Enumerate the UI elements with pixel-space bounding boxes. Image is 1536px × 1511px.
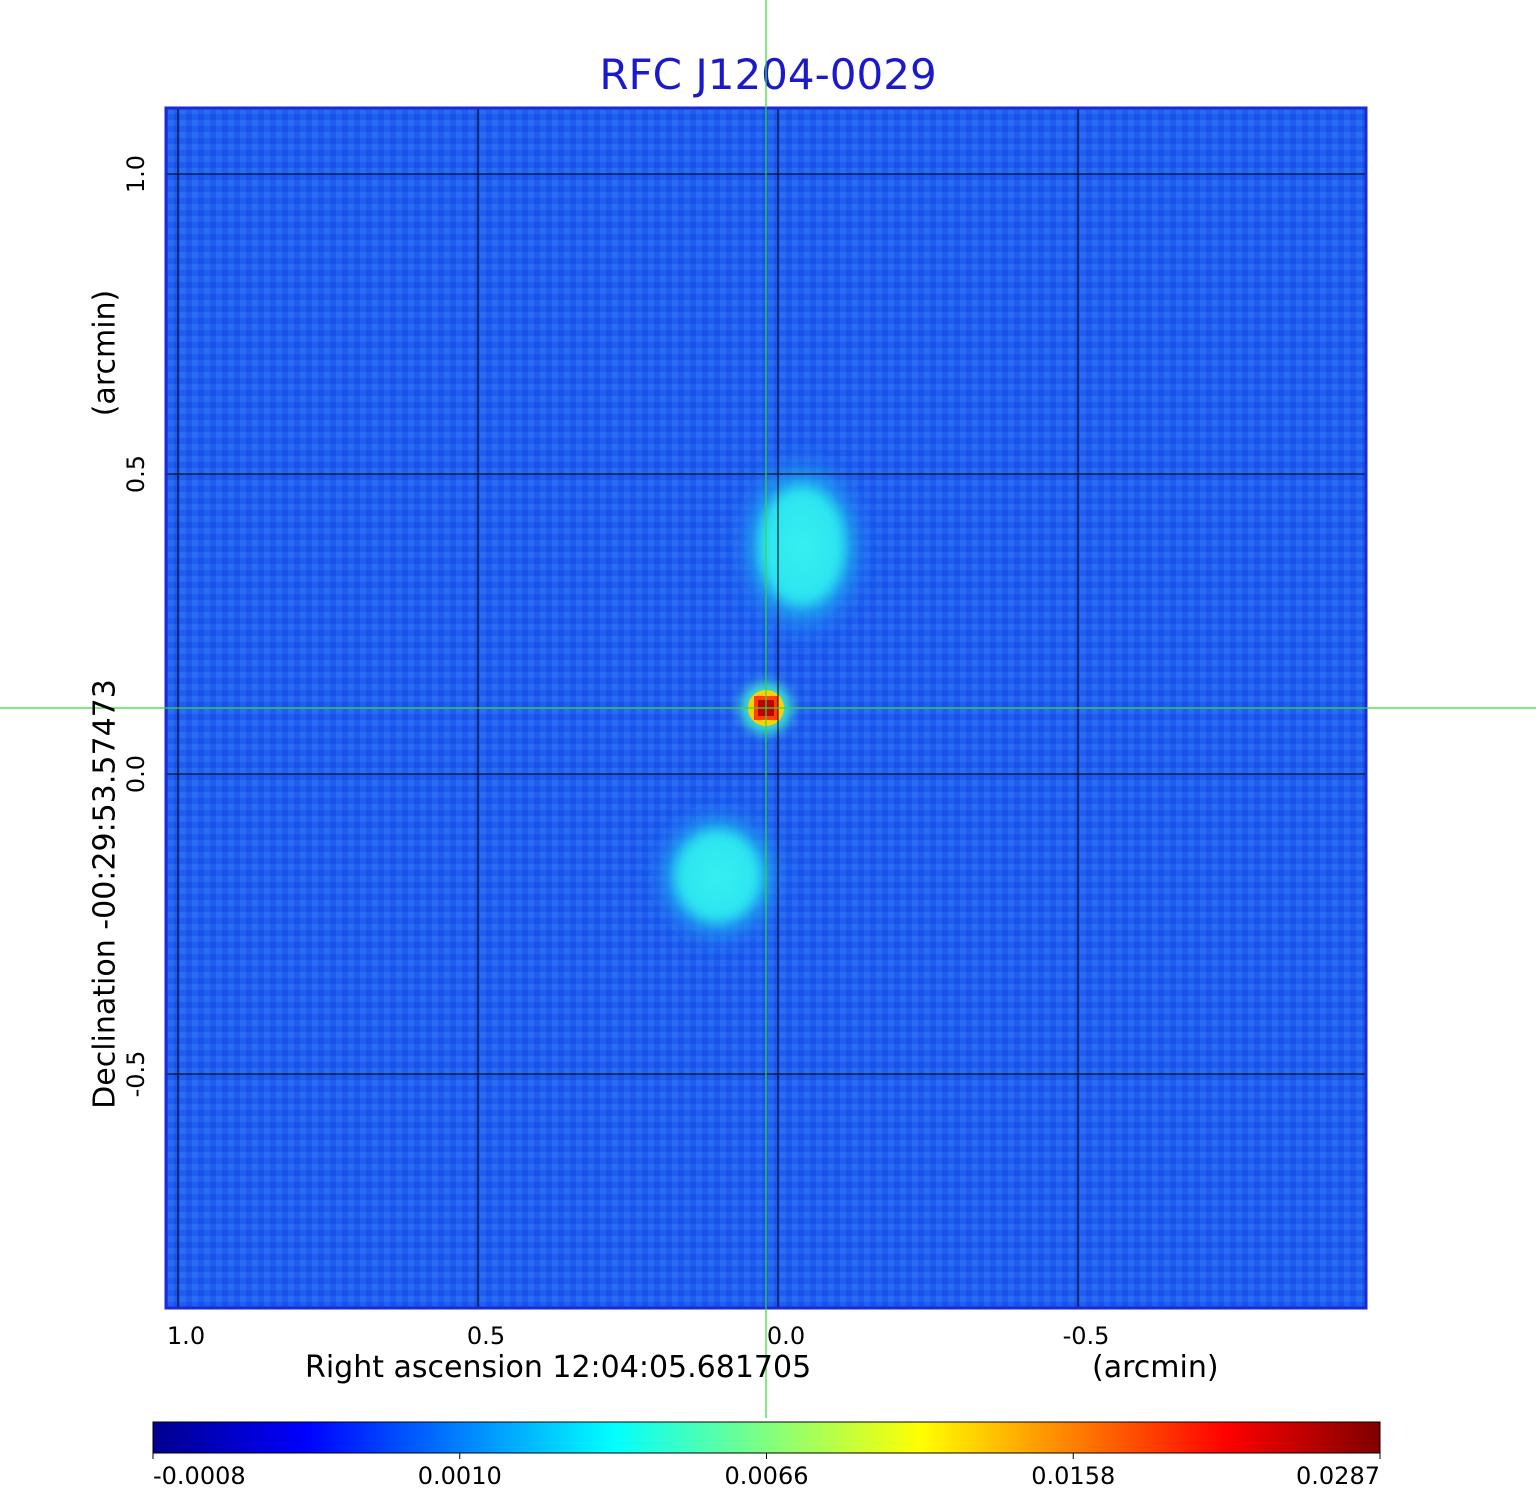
- y-tick-label: 1.0: [122, 154, 150, 194]
- colorbar: [152, 1421, 1381, 1454]
- y-axis-label: Declination -00:29:53.57473: [87, 679, 123, 1109]
- colorbar-tick-label: 0.0010: [417, 1462, 502, 1490]
- colorbar-tick-label: 0.0066: [724, 1462, 809, 1490]
- x-tick-label: -0.5: [1062, 1322, 1110, 1350]
- x-tick-label: 1.0: [166, 1322, 206, 1350]
- x-axis-label: Right ascension 12:04:05.681705: [305, 1350, 812, 1385]
- y-tick-label: -0.5: [122, 1050, 150, 1098]
- y-axis-unit: (arcmin): [87, 289, 123, 417]
- y-tick-label: 0.0: [122, 754, 150, 794]
- colorbar-tick-label: 0.0287: [1296, 1462, 1380, 1490]
- colorbar-tick-label: -0.0008: [153, 1462, 246, 1490]
- x-tick-label: 0.0: [766, 1322, 806, 1350]
- colorbar-tick-label: 0.0158: [1031, 1462, 1116, 1490]
- y-tick-label: 0.5: [122, 454, 150, 494]
- x-axis-unit: (arcmin): [1092, 1350, 1219, 1385]
- x-tick-label: 0.5: [466, 1322, 506, 1350]
- component-south-lobe: [643, 796, 793, 956]
- component-north-lobe: [727, 441, 877, 651]
- chart-title: RFC J1204-0029: [599, 50, 937, 99]
